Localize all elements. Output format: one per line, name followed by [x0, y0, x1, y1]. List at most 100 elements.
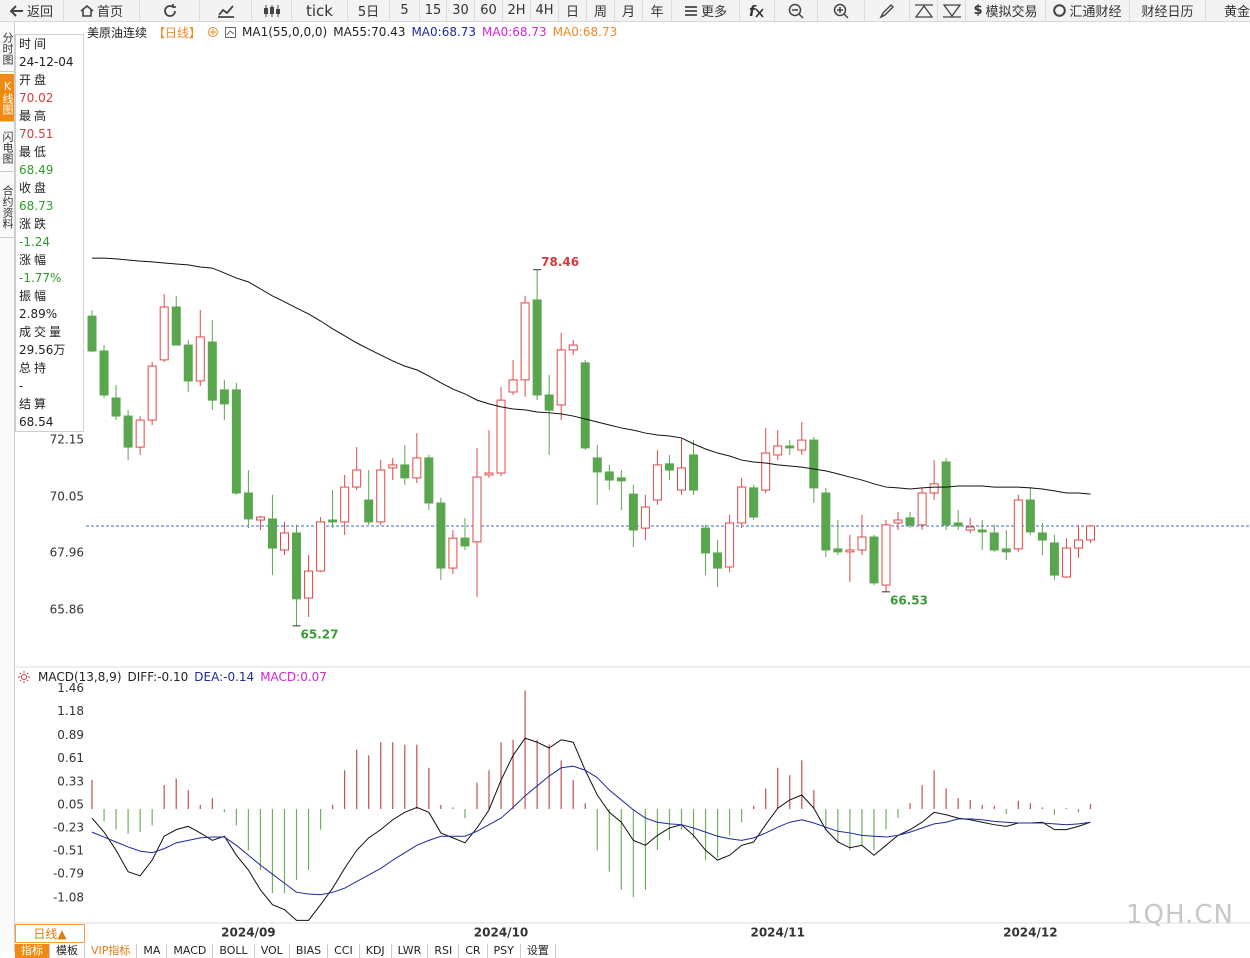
candle-body [953, 522, 963, 527]
candle-body [773, 445, 783, 456]
period-dropdown[interactable]: 日线▲ [15, 924, 85, 943]
candle-body [472, 476, 482, 543]
candle-body [713, 552, 723, 569]
candle-body [267, 518, 277, 549]
draw-button[interactable] [865, 0, 910, 21]
x-tick-label: 2024/11 [750, 926, 804, 940]
indicator-tab[interactable]: 指标 [15, 944, 50, 958]
indicator-tab[interactable]: MACD [167, 944, 214, 958]
period-button[interactable]: 60 [475, 0, 503, 21]
candle-body [87, 315, 97, 352]
candle-body [821, 492, 831, 551]
svg-text:f: f [749, 4, 757, 19]
legend-entry: MA55:70.43 [333, 25, 406, 39]
candle-body [279, 532, 289, 551]
indicator-tab[interactable]: VIP指标 [85, 944, 138, 958]
legend-entry: MA0:68.73 [411, 25, 477, 39]
period-button[interactable]: 2H [503, 0, 531, 21]
candle-body [1025, 499, 1035, 533]
candle-body [340, 486, 350, 523]
calendar-button[interactable]: 财经日历 [1130, 0, 1206, 21]
label: 返回 [26, 5, 53, 20]
news-button[interactable]: 汇通财经 [1046, 0, 1130, 21]
indicator-tab[interactable]: KDJ [360, 944, 392, 958]
period-button[interactable]: 年 [643, 0, 672, 21]
indicator-tab[interactable]: PSY [488, 944, 521, 958]
triangle-down-button[interactable] [938, 0, 966, 21]
toolbar: 返回 首页 tick 5日 5 15 30 60 2H 4H 日 周 月 年 更… [0, 0, 1250, 22]
y-tick-label: 0.05 [57, 797, 84, 811]
indicator-tab[interactable]: CCI [328, 944, 360, 958]
period-button[interactable]: 周 [587, 0, 615, 21]
ma-line [92, 257, 1091, 495]
home-button[interactable]: 首页 [64, 0, 140, 21]
label: 日 [565, 5, 579, 20]
label: 周 [593, 5, 607, 20]
formula-button[interactable]: f [740, 0, 775, 21]
period-button[interactable]: 30 [447, 0, 475, 21]
period-button[interactable]: 15 [420, 0, 447, 21]
indicator-tab[interactable]: RSI [428, 944, 460, 958]
candle-body [219, 389, 229, 405]
indicator-tab[interactable]: CR [459, 944, 488, 958]
extreme-label: 66.53 [890, 593, 928, 607]
candle-body [869, 536, 879, 584]
candle-button[interactable] [252, 0, 292, 21]
indicator-tab[interactable]: VOL [255, 944, 290, 958]
side-tabs: 分时图 K线图 闪电图 合约资料 [0, 22, 15, 952]
side-tab[interactable]: 闪电图 [0, 124, 14, 172]
period-button[interactable]: 日 [559, 0, 587, 21]
tick-button[interactable]: tick [292, 0, 348, 21]
indicator-tab[interactable]: LWR [392, 944, 429, 958]
zoom-in-button[interactable] [818, 0, 865, 21]
zoom-out-button[interactable] [775, 0, 818, 21]
side-tab-active[interactable]: K线图 [0, 74, 14, 122]
gold-button[interactable]: 黄金 [1206, 0, 1250, 21]
indicator-tab[interactable]: BOLL [213, 944, 255, 958]
line-chart-button[interactable] [200, 0, 252, 21]
info-label: 时间 [19, 37, 50, 51]
sun-icon[interactable] [18, 671, 30, 683]
back-button[interactable]: 返回 [0, 0, 64, 21]
candle-body [905, 517, 915, 526]
candle-body [159, 306, 169, 361]
info-label: 开盘 [19, 73, 50, 87]
sim-trade-button[interactable]: $ 模拟交易 [966, 0, 1046, 21]
period-button[interactable]: 4H [531, 0, 559, 21]
indicator-tab[interactable]: BIAS [290, 944, 329, 958]
candle-body [676, 467, 686, 491]
candle-body [761, 452, 771, 491]
period-button[interactable]: 5日 [348, 0, 390, 21]
triangle-up-button[interactable] [910, 0, 938, 21]
y-tick-label: 70.05 [50, 489, 84, 503]
candle-body [941, 461, 951, 526]
y-tick-label: 0.33 [57, 774, 84, 788]
indicator-name: MACD(13,8,9) [38, 670, 122, 684]
candle-body [1073, 539, 1083, 549]
settings-icon[interactable] [225, 26, 237, 38]
extreme-label: 78.46 [541, 255, 579, 269]
candle-body [111, 397, 121, 417]
candle-body [195, 336, 205, 382]
indicator-tab[interactable]: MA [137, 944, 168, 958]
label: 月 [621, 5, 635, 20]
candle-body [424, 457, 434, 504]
side-tab[interactable]: 分时图 [0, 26, 14, 72]
more-button[interactable]: 更多 [672, 0, 740, 21]
side-tab[interactable]: 合约资料 [0, 176, 14, 238]
candle-body [965, 526, 975, 531]
legend-entry: DEA:-0.14 [194, 670, 255, 684]
indicator-tab[interactable]: 设置 [521, 944, 556, 958]
candle-body [544, 394, 554, 411]
candle-body [316, 521, 326, 572]
candle-body [304, 570, 314, 599]
period-button[interactable]: 5 [390, 0, 420, 21]
refresh-button[interactable] [140, 0, 200, 21]
price-legend: 美原油连续 【日线】 MA1(55,0,0,0) MA55:70.43 MA0:68… [87, 24, 617, 40]
indicator-tab[interactable]: 模板 [50, 944, 85, 958]
add-icon[interactable] [207, 26, 219, 38]
candle-body [1013, 499, 1023, 550]
period-button[interactable]: 月 [615, 0, 643, 21]
info-panel: 时间 24-12-04 开盘 70.02 最高 70.51 最低 68.49 收盘 68.73 涨跌… [15, 34, 84, 432]
label: 4H [535, 3, 554, 18]
